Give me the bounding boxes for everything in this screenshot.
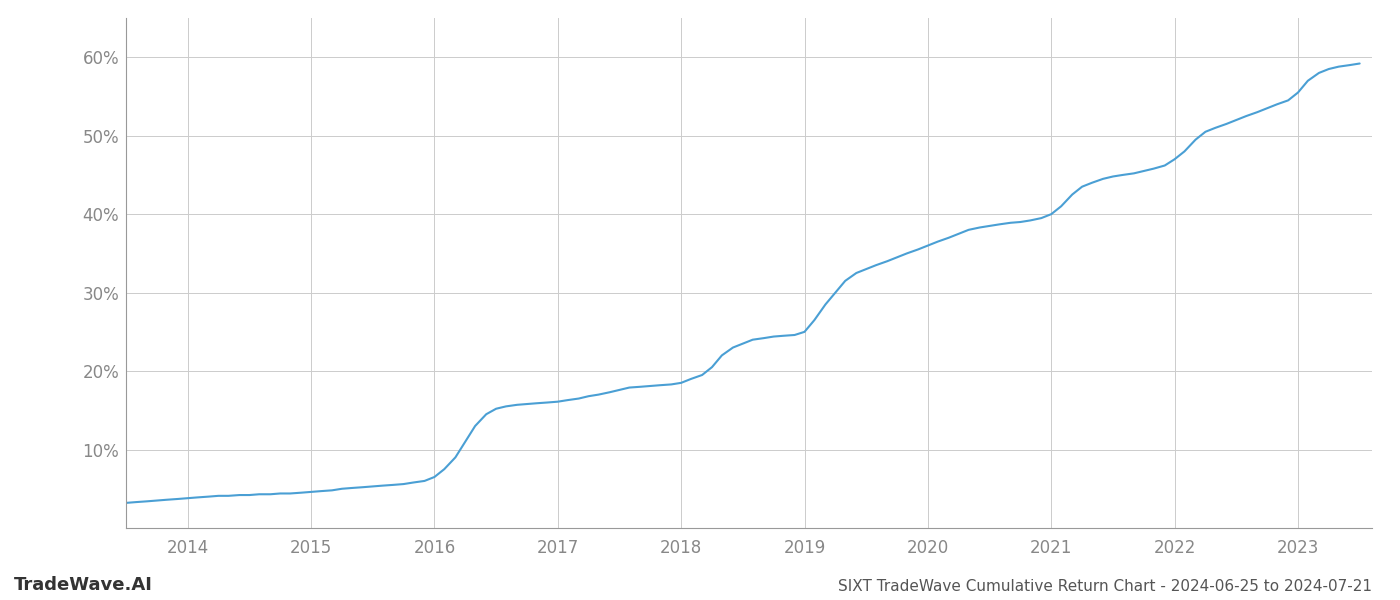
Text: TradeWave.AI: TradeWave.AI <box>14 576 153 594</box>
Text: SIXT TradeWave Cumulative Return Chart - 2024-06-25 to 2024-07-21: SIXT TradeWave Cumulative Return Chart -… <box>839 579 1372 594</box>
